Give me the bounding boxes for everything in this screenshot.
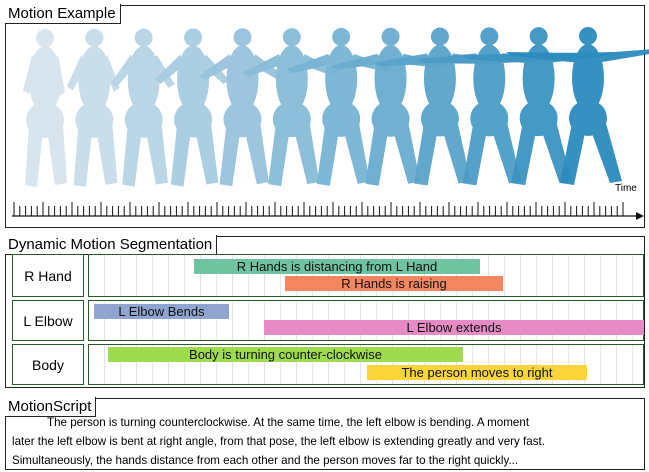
figure-part	[29, 46, 61, 114]
row-label: R Hand	[12, 254, 84, 297]
script-line: The person is turning counterclockwise. …	[47, 416, 530, 429]
figure-part	[145, 124, 168, 185]
panel-title: Motion Example	[5, 4, 121, 24]
segment: R Hands is distancing from L Hand	[194, 259, 480, 274]
figure-part	[430, 27, 449, 46]
figure-part	[579, 27, 597, 45]
script-line: later the left elbow is bent at right an…	[12, 435, 545, 448]
figure-part	[219, 124, 241, 187]
figure-part	[184, 28, 203, 47]
figure	[154, 28, 230, 187]
figure-part	[286, 53, 334, 74]
figure-part	[226, 45, 259, 114]
figure-part	[414, 123, 438, 186]
figure-part	[332, 27, 351, 46]
panel-title: Dynamic Motion Segmentation	[5, 235, 218, 255]
timeline-arrow	[636, 212, 644, 220]
figure-part	[275, 45, 308, 114]
figure	[110, 28, 175, 187]
figure-part	[78, 45, 111, 114]
motion-panel	[5, 5, 645, 228]
figure-part	[73, 124, 93, 187]
figure-part	[96, 124, 118, 185]
figure-part	[441, 123, 471, 184]
figure-part	[242, 54, 284, 77]
figure-part	[177, 45, 210, 114]
figure-part	[25, 125, 43, 187]
row-label: L Elbow	[12, 300, 84, 341]
figure-part	[343, 123, 370, 184]
figure-part	[491, 123, 522, 184]
figure-part	[282, 28, 301, 47]
figure	[198, 28, 285, 187]
segment: The person moves to right	[367, 365, 587, 380]
figure-part	[134, 28, 153, 47]
figure-part	[195, 124, 219, 185]
time-label: Time	[615, 183, 637, 194]
figure-part	[53, 55, 65, 96]
figure-part	[154, 54, 186, 84]
figure-part	[590, 123, 622, 183]
figure-part	[23, 55, 37, 94]
figure-part	[473, 44, 506, 113]
script-line: Simultaneously, the hands distance from …	[12, 454, 519, 467]
segment: L Elbow Bends	[94, 304, 229, 319]
figure-part	[506, 52, 580, 63]
figure-part	[462, 123, 488, 186]
figure-part	[293, 124, 320, 185]
figure-part	[381, 27, 400, 46]
figure	[66, 28, 120, 187]
figure-part	[122, 124, 142, 187]
script-panel	[5, 398, 645, 470]
figure-part	[560, 123, 586, 185]
figure-part	[522, 44, 555, 113]
figure-part	[110, 54, 136, 88]
panel-title: MotionScript	[5, 397, 97, 417]
figure-part	[66, 54, 87, 91]
motion-figure: Time	[12, 27, 649, 220]
row-label: Body	[12, 344, 84, 385]
segment: Body is turning counter-clockwise	[108, 347, 463, 362]
figure-part	[85, 28, 104, 47]
segment: L Elbow extends	[264, 320, 644, 335]
segment: R Hands is raising	[285, 276, 503, 291]
figure	[506, 27, 649, 185]
figure-part	[511, 123, 537, 186]
figure-part	[244, 124, 269, 185]
figure-part	[374, 53, 432, 67]
figure-part	[529, 27, 548, 46]
figure-part	[198, 54, 235, 81]
figure-part	[480, 27, 499, 46]
figure-part	[233, 28, 252, 47]
figure-part	[268, 124, 290, 187]
figure-part	[127, 45, 160, 114]
figure-part	[170, 124, 192, 187]
figure-part	[36, 29, 54, 47]
figure-part	[316, 123, 340, 186]
figure-part	[365, 123, 389, 186]
figure-part	[392, 123, 421, 184]
figure-part	[572, 44, 604, 112]
segmentation-panel	[5, 236, 645, 388]
figure	[23, 29, 67, 187]
figure-part	[47, 125, 67, 185]
figure-part	[330, 53, 383, 70]
figure-part	[596, 49, 649, 63]
